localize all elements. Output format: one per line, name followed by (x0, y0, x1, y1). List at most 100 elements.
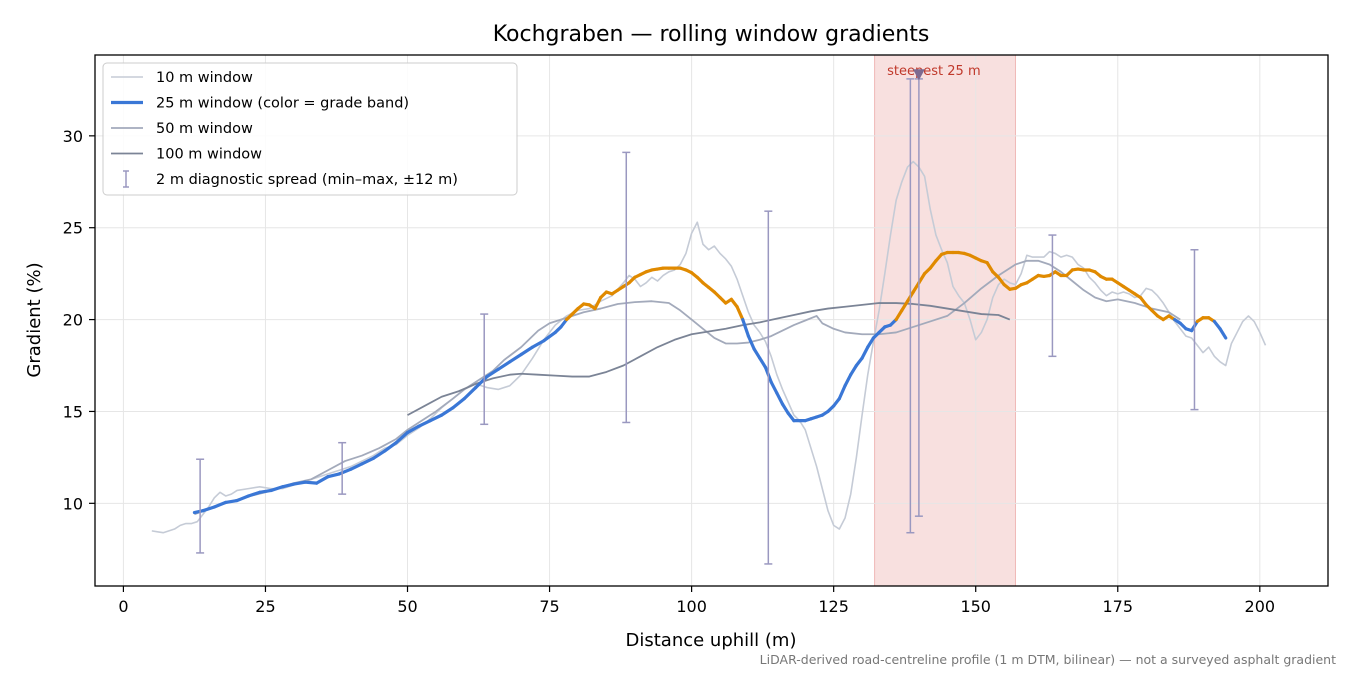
x-tick-label: 75 (539, 597, 559, 616)
x-tick-label: 0 (118, 597, 128, 616)
legend-label: 10 m window (156, 70, 253, 86)
series-25m-segment (269, 485, 285, 493)
series-25m-segment (360, 456, 376, 466)
steepest-label: steepest 25 m (887, 64, 980, 79)
errorbar (480, 313, 489, 426)
x-tick-label: 200 (1245, 597, 1276, 616)
series-25m-segment (593, 295, 603, 311)
series-25m-segment (735, 305, 745, 322)
errorbar (906, 78, 915, 534)
x-axis-ticks: 0 25 50 75 100 125 150 175 200 (118, 586, 1275, 616)
series-25m-segment (246, 490, 262, 498)
series-25m-segment (417, 419, 432, 428)
x-tick-label: 100 (676, 597, 707, 616)
legend-label: 50 m window (156, 121, 253, 137)
series-25m-segment (837, 384, 847, 401)
footnote: LiDAR-derived road-centreline profile (1… (760, 652, 1336, 667)
series-25m-segment (496, 360, 512, 371)
series-25m-segment (303, 480, 319, 485)
legend-label: 2 m diagnostic spread (min–max, ±12 m) (156, 172, 458, 188)
series-25m-segment (775, 391, 785, 406)
series-25m-segment (440, 406, 455, 417)
y-axis-label: Gradient (%) (24, 262, 45, 377)
y-tick-label: 10 (63, 494, 83, 513)
x-tick-label: 175 (1102, 597, 1133, 616)
series-layer (151, 160, 1267, 534)
series-25m-segment (314, 475, 330, 485)
errorbar (1048, 234, 1057, 358)
y-tick-label: 20 (63, 311, 83, 330)
series-25m-window (192, 250, 1228, 515)
legend-item: 25 m window (color = grade band) (111, 96, 409, 112)
highlight-band (874, 54, 1016, 587)
legend: 10 m window 25 m window (color = grade ba… (102, 62, 518, 196)
series-100-m (407, 302, 1011, 416)
series-25m-segment (917, 272, 927, 285)
errorbar (338, 441, 347, 495)
series-25m-segment (900, 299, 910, 312)
series-25m-segment (485, 367, 501, 379)
series-25m-segment (860, 345, 870, 360)
series-25m-segment (769, 380, 779, 395)
legend-label: 100 m window (156, 147, 262, 163)
x-axis-label: Distance uphill (m) (626, 630, 797, 651)
errorbar (764, 210, 773, 565)
y-tick-label: 25 (63, 219, 83, 238)
series-25m-segment (530, 339, 546, 349)
x-tick-label: 150 (960, 597, 991, 616)
legend-label: 25 m window (color = grade band) (156, 96, 409, 112)
legend-box (102, 62, 518, 196)
errorbar (1190, 249, 1199, 411)
series-25m-segment (741, 317, 751, 338)
series-25m-segment (519, 345, 535, 357)
series-25m-segment (508, 352, 523, 364)
series-25m-segment (212, 500, 228, 509)
series-25m-segment (985, 261, 995, 274)
chart-title: Kochgraben — rolling window gradients (493, 22, 930, 47)
y-tick-label: 15 (63, 402, 83, 421)
legend-item: 10 m window (111, 70, 253, 86)
legend-item: 2 m diagnostic spread (min–max, ±12 m) (123, 170, 458, 188)
series-25m-segment (462, 385, 478, 401)
series-25m-segment (746, 334, 756, 351)
y-axis-ticks: 10 15 20 25 30 (63, 127, 95, 513)
series-25m-segment (758, 356, 768, 369)
series-25m-segment (292, 480, 307, 486)
series-25m-segment (383, 441, 398, 453)
series-25m-segment (542, 330, 557, 343)
errorbar (622, 151, 631, 424)
series-50-m (194, 259, 1181, 516)
plot-frame (94, 54, 1329, 587)
y-tick-label: 30 (63, 127, 83, 146)
series-25m-segment (451, 396, 466, 410)
series-25m-segment (337, 467, 353, 476)
errorbar (196, 458, 205, 554)
series-25m-segment (280, 482, 296, 489)
series-25m-segment (752, 347, 762, 360)
series-25m-segment (349, 462, 364, 471)
series-25m-segment (224, 498, 239, 504)
errorbar-layer (196, 78, 1199, 565)
steepest-marker (912, 69, 925, 81)
series-25m-segment (326, 472, 341, 479)
series-25m-segment (201, 505, 216, 513)
series-25m-segment (911, 281, 921, 294)
series-25m-segment (371, 449, 387, 460)
series-25m-segment (849, 363, 858, 377)
series-25m-segment (394, 430, 410, 445)
legend-item: 50 m window (111, 121, 253, 137)
series-25m-segment (235, 494, 251, 503)
series-25m-segment (894, 308, 904, 322)
x-tick-label: 50 (397, 597, 417, 616)
x-tick-label: 25 (255, 597, 275, 616)
series-25m-segment (843, 373, 853, 388)
x-tick-label: 125 (818, 597, 849, 616)
series-25m-segment (258, 488, 273, 494)
series-25m-segment (474, 374, 489, 390)
series-25m-segment (1218, 327, 1228, 340)
series-25m-segment (428, 413, 444, 423)
legend-item: 100 m window (111, 147, 262, 163)
series-25m-segment (780, 402, 790, 415)
series-10-m (151, 160, 1267, 534)
